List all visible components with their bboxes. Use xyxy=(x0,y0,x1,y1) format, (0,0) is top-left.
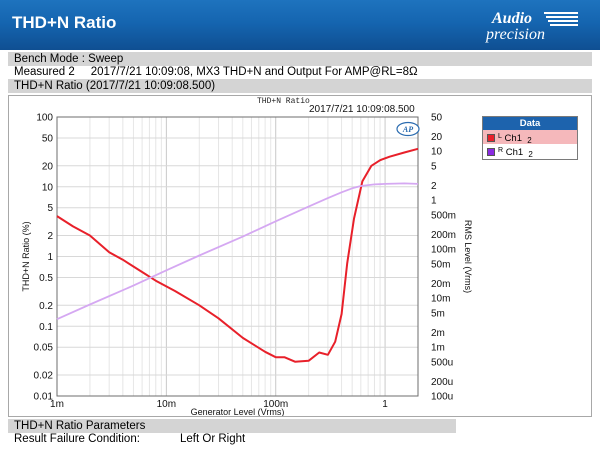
y-tick-label: 5 xyxy=(47,203,53,214)
bench-mode-row: Bench Mode : Sweep xyxy=(8,52,592,66)
measured-label: Measured 2 xyxy=(14,66,75,78)
y2-tick-label: 500u xyxy=(431,357,453,368)
legend-suffix-left: 2 xyxy=(527,136,532,145)
y-tick-label: 100 xyxy=(36,113,53,124)
y2-tick-label: 2m xyxy=(431,328,445,339)
legend-label-right: Ch1 xyxy=(505,147,524,158)
plot-inner-title: THD+N Ratio xyxy=(257,97,310,106)
y2-tick-label: 20m xyxy=(431,279,450,290)
y2-axis-label: RMS Level (Vrms) xyxy=(463,220,473,293)
ap-badge-icon xyxy=(396,121,420,137)
y2-tick-label: 10m xyxy=(431,294,450,305)
y2-tick-label: 5 xyxy=(431,161,437,172)
ap-badge-text: AP xyxy=(402,125,413,134)
x-axis-label: Generator Level (Vrms) xyxy=(191,407,285,416)
y2-tick-label: 1m xyxy=(431,343,445,354)
params-condition-row: Result Failure Condition: Left Or Right xyxy=(8,432,508,446)
legend-entry-left[interactable]: L Ch1 2 xyxy=(483,130,577,145)
x-tick-label: 1 xyxy=(382,399,388,410)
y-tick-label: 20 xyxy=(42,161,54,172)
x-tick-label: 100m xyxy=(263,399,288,410)
y2-tick-label: 50m xyxy=(431,259,450,270)
y-tick-label: 0.02 xyxy=(34,371,54,382)
y-tick-label: 1 xyxy=(47,252,53,263)
y-tick-label: 50 xyxy=(42,133,54,144)
plot-panel: 0.01 0.02 0.05 0.1 0.2 0.5 1 2 5 10 20 50 100 100u 200… xyxy=(8,95,592,417)
y-tick-label: 2 xyxy=(47,231,53,242)
legend-entry-right[interactable]: R Ch1 2 xyxy=(483,144,577,159)
y-tick-label: 0.05 xyxy=(34,343,54,354)
section-title-row: THD+N Ratio (2017/7/21 10:09:08.500) xyxy=(8,79,592,93)
y2-tick-label: 5m xyxy=(431,308,445,319)
legend-swatch-left xyxy=(487,134,495,142)
audio-precision-logo: Audio precision xyxy=(485,10,578,43)
y-tick-label: 0.1 xyxy=(39,322,53,333)
legend-suffix-right: 2 xyxy=(528,150,533,159)
y-tick-label: 10 xyxy=(42,182,54,193)
legend-swatch-right xyxy=(487,148,495,156)
legend-panel: Data L Ch1 2 R Ch1 2 xyxy=(482,116,578,160)
y-tick-label: 0.5 xyxy=(39,273,53,284)
x-tick-label: 10m xyxy=(157,399,176,410)
y-tick-label: 0.01 xyxy=(34,392,54,403)
y2-tick-label: 500m xyxy=(431,210,456,221)
y2-tick-label: 1 xyxy=(431,196,437,207)
condition-label: Result Failure Condition: xyxy=(14,433,140,445)
plot-border xyxy=(56,116,419,397)
thdn-chart[interactable]: 0.01 0.02 0.05 0.1 0.2 0.5 1 2 5 10 20 50 100 100u 200… xyxy=(9,96,591,416)
condition-value: Left Or Right xyxy=(180,433,246,445)
measured-detail: 2017/7/21 10:09:08, MX3 THD+N and Output… xyxy=(90,66,418,78)
series-line-left-ch1 xyxy=(56,147,419,363)
legend-prefix-left: L xyxy=(498,133,502,140)
plot-timestamp: 2017/7/21 10:09:08.500 xyxy=(309,104,415,115)
legend-prefix-right: R xyxy=(498,147,504,154)
logo-bars-icon xyxy=(544,12,578,26)
y2-tick-label: 100m xyxy=(431,245,456,256)
y2-tick-label: 100u xyxy=(431,392,453,403)
title-bar: THD+N Ratio Audio precision xyxy=(0,0,600,50)
app-title: THD+N Ratio xyxy=(12,13,117,32)
series-line-right-ch1 xyxy=(56,182,419,321)
measured-row: Measured 2 2017/7/21 10:09:08, MX3 THD+N… xyxy=(8,65,592,79)
y2-tick-label: 20 xyxy=(431,132,443,143)
logo-text-bottom: precision xyxy=(485,26,545,43)
y2-tick-label: 200u xyxy=(431,377,453,388)
x-tick-label: 1m xyxy=(50,399,64,410)
logo-text-top: Audio xyxy=(491,10,532,27)
y2-tick-label: 50 xyxy=(431,113,443,124)
y-axis-label: THD+N Ratio (%) xyxy=(21,221,31,291)
y2-tick-label: 200m xyxy=(431,230,456,241)
legend-header: Data xyxy=(483,117,577,130)
params-header: THD+N Ratio Parameters xyxy=(8,419,456,433)
legend-label-left: Ch1 xyxy=(504,133,522,144)
y2-tick-label: 2 xyxy=(431,181,437,192)
y-tick-label: 0.2 xyxy=(39,301,53,312)
y2-tick-label: 10 xyxy=(431,147,443,158)
